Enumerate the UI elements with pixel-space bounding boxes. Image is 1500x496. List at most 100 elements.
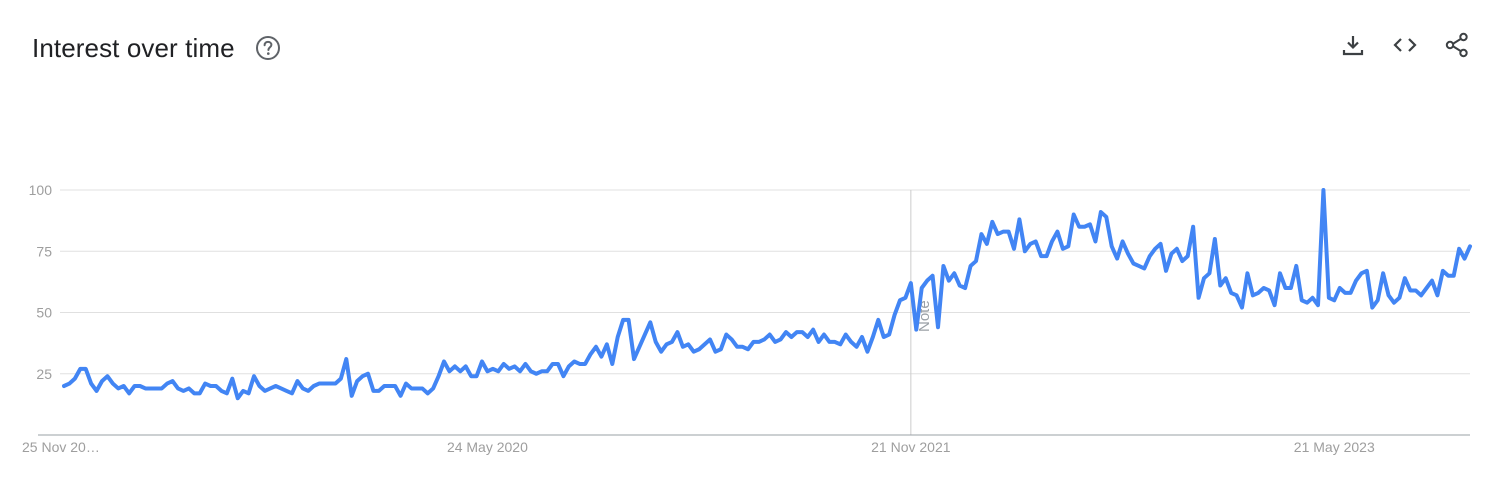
data-point bbox=[1333, 299, 1336, 302]
data-point bbox=[616, 336, 619, 339]
data-point bbox=[1441, 269, 1444, 272]
data-point bbox=[915, 328, 918, 331]
share-icon[interactable] bbox=[1444, 32, 1470, 58]
data-point bbox=[508, 367, 511, 370]
data-point bbox=[1251, 294, 1254, 297]
data-point bbox=[578, 362, 581, 365]
x-tick-label: 21 May 2023 bbox=[1294, 439, 1375, 455]
data-point bbox=[757, 340, 760, 343]
data-point bbox=[692, 350, 695, 353]
data-point bbox=[969, 264, 972, 267]
data-point bbox=[1137, 264, 1140, 267]
data-point bbox=[1420, 294, 1423, 297]
data-point bbox=[182, 389, 185, 392]
data-point bbox=[448, 370, 451, 373]
data-point bbox=[1447, 274, 1450, 277]
data-point bbox=[426, 392, 429, 395]
data-point bbox=[964, 287, 967, 290]
data-point bbox=[470, 375, 473, 378]
y-tick-label: 100 bbox=[29, 182, 53, 198]
data-point bbox=[1355, 279, 1358, 282]
data-point bbox=[1099, 211, 1102, 214]
data-point bbox=[643, 333, 646, 336]
data-point bbox=[681, 345, 684, 348]
data-point bbox=[372, 389, 375, 392]
data-point bbox=[888, 333, 891, 336]
data-point bbox=[741, 345, 744, 348]
data-point bbox=[177, 387, 180, 390]
data-point bbox=[730, 338, 733, 341]
data-point bbox=[1344, 291, 1347, 294]
data-point bbox=[828, 340, 831, 343]
data-point bbox=[909, 282, 912, 285]
data-point bbox=[1317, 304, 1320, 307]
data-point bbox=[215, 385, 218, 388]
data-point bbox=[1116, 257, 1119, 260]
data-point bbox=[459, 370, 462, 373]
data-point bbox=[1170, 252, 1173, 255]
data-point bbox=[1322, 189, 1325, 192]
data-point bbox=[975, 260, 978, 263]
data-point bbox=[1463, 257, 1466, 260]
data-point bbox=[991, 220, 994, 223]
data-point bbox=[139, 385, 142, 388]
data-point bbox=[1371, 306, 1374, 309]
data-point bbox=[323, 382, 326, 385]
data-point bbox=[1262, 287, 1265, 290]
data-point bbox=[388, 385, 391, 388]
data-point bbox=[106, 375, 109, 378]
data-point bbox=[519, 370, 522, 373]
y-tick-label: 25 bbox=[36, 366, 52, 382]
embed-code-icon[interactable] bbox=[1392, 32, 1418, 58]
x-axis-labels: 25 Nov 20… 24 May 2020 21 Nov 2021 21 May 2… bbox=[22, 439, 1375, 455]
data-point bbox=[301, 387, 304, 390]
data-point bbox=[63, 385, 66, 388]
data-point bbox=[1452, 274, 1455, 277]
data-point bbox=[649, 321, 652, 324]
data-point bbox=[1469, 245, 1472, 248]
data-point bbox=[1105, 215, 1108, 218]
data-points bbox=[63, 189, 1472, 400]
data-point bbox=[790, 336, 793, 339]
data-point bbox=[882, 336, 885, 339]
data-point bbox=[1192, 225, 1195, 228]
data-point bbox=[1241, 306, 1244, 309]
data-point bbox=[698, 348, 701, 351]
x-tick-label: 25 Nov 20… bbox=[22, 439, 100, 455]
data-point bbox=[437, 375, 440, 378]
data-point bbox=[1165, 269, 1168, 272]
help-circle-icon[interactable] bbox=[255, 35, 281, 61]
download-icon[interactable] bbox=[1340, 32, 1366, 58]
data-point bbox=[1257, 291, 1260, 294]
data-point bbox=[155, 387, 158, 390]
data-point bbox=[1203, 277, 1206, 280]
data-point bbox=[947, 279, 950, 282]
data-point bbox=[312, 385, 315, 388]
data-point bbox=[1007, 230, 1010, 233]
data-point bbox=[958, 284, 961, 287]
data-point bbox=[1295, 264, 1298, 267]
data-point bbox=[1365, 269, 1368, 272]
data-point bbox=[220, 389, 223, 392]
data-point bbox=[1045, 255, 1048, 258]
data-point bbox=[540, 370, 543, 373]
data-point bbox=[497, 370, 500, 373]
data-point bbox=[557, 362, 560, 365]
data-point bbox=[1067, 245, 1070, 248]
data-point bbox=[1121, 240, 1124, 243]
data-point bbox=[904, 296, 907, 299]
data-point bbox=[486, 370, 489, 373]
data-point bbox=[318, 382, 321, 385]
data-point bbox=[1246, 272, 1249, 275]
data-point bbox=[1306, 301, 1309, 304]
data-point bbox=[752, 340, 755, 343]
data-point bbox=[1072, 213, 1075, 216]
data-point bbox=[812, 328, 815, 331]
data-point bbox=[714, 350, 717, 353]
data-point bbox=[236, 397, 239, 400]
data-point bbox=[443, 360, 446, 363]
data-point bbox=[871, 336, 874, 339]
data-point bbox=[1458, 247, 1461, 250]
data-point bbox=[1425, 287, 1428, 290]
